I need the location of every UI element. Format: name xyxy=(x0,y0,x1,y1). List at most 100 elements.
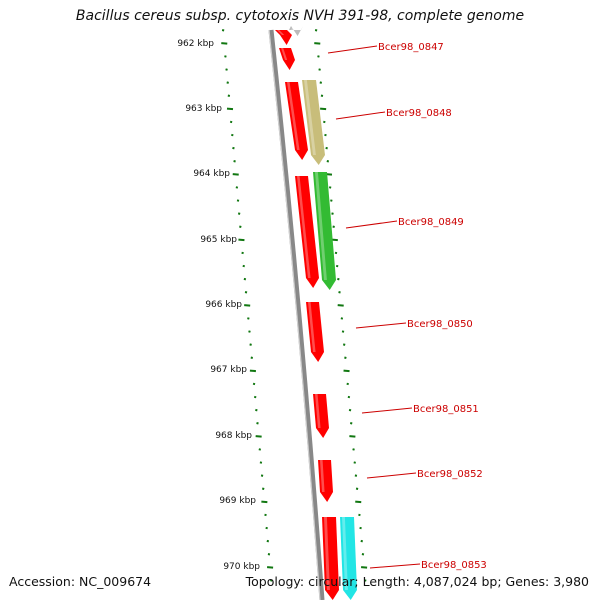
minor-tick xyxy=(247,317,250,320)
minor-tick xyxy=(347,395,351,399)
minor-tick xyxy=(318,68,321,71)
major-tick xyxy=(226,107,234,111)
gene-arrow xyxy=(275,30,292,45)
minor-tick xyxy=(266,539,270,543)
major-tick xyxy=(320,107,327,111)
gene-arrow xyxy=(306,302,324,362)
major-tick xyxy=(361,566,368,569)
minor-tick xyxy=(255,408,258,412)
gene-arrow xyxy=(302,80,325,165)
major-tick xyxy=(249,369,256,373)
label-leader xyxy=(355,322,407,329)
minor-tick xyxy=(346,382,349,386)
label-leader xyxy=(369,563,421,569)
minor-tick xyxy=(344,356,347,359)
minor-tick xyxy=(341,330,345,333)
gene-arrow-highlight xyxy=(281,48,288,60)
minor-tick xyxy=(359,526,362,530)
gene-track xyxy=(275,26,357,600)
minor-tick xyxy=(352,448,355,451)
minor-tick xyxy=(331,212,334,215)
label-leader xyxy=(327,45,378,54)
gene-arrow-highlight xyxy=(320,460,325,492)
minor-tick xyxy=(338,291,341,294)
gene-label: Bcer98_0848 xyxy=(386,108,452,119)
scale-label: 966 kbp xyxy=(205,300,242,310)
gene-arrow-highlight xyxy=(315,172,327,280)
minor-tick xyxy=(235,186,239,189)
scale-label: 968 kbp xyxy=(215,431,252,441)
minor-tick xyxy=(233,160,236,163)
genome-summary-text: Topology: circular; Length: 4,087,024 bp… xyxy=(245,574,589,589)
minor-tick xyxy=(319,81,323,84)
minor-tick xyxy=(324,133,327,137)
genome-backbone xyxy=(268,29,325,600)
gene-label: Bcer98_0849 xyxy=(398,217,464,228)
major-tick xyxy=(343,369,350,373)
genome-backbone-highlight xyxy=(268,29,321,600)
scale-label: 965 kbp xyxy=(200,235,237,245)
gene-arrow-highlight xyxy=(308,302,316,352)
minor-tick xyxy=(248,330,251,333)
gene-label: Bcer98_0851 xyxy=(413,404,479,415)
accession-text: Accession: NC_009674 xyxy=(9,574,152,589)
gene-arrow-highlight xyxy=(277,30,285,35)
minor-tick xyxy=(335,264,339,268)
scale-label: 967 kbp xyxy=(210,365,247,375)
gene-arrow-highlight xyxy=(324,517,330,590)
major-tick xyxy=(337,304,344,307)
minor-tick xyxy=(358,513,361,517)
major-tick xyxy=(314,42,321,45)
scale-label: 969 kbp xyxy=(219,496,256,506)
gene-arrow xyxy=(295,176,319,288)
major-tick xyxy=(331,238,338,242)
minor-tick xyxy=(256,422,259,425)
scale-label: 963 kbp xyxy=(185,104,222,114)
minor-tick xyxy=(259,461,263,464)
minor-tick xyxy=(354,474,358,477)
minor-tick xyxy=(260,474,264,477)
inner-tick-track xyxy=(221,29,274,582)
minor-tick xyxy=(332,225,335,228)
major-tick xyxy=(355,500,362,504)
minor-tick xyxy=(243,277,247,281)
gene-labels: Bcer98_0847 Bcer98_0848 Bcer98_0849 Bcer… xyxy=(378,42,487,571)
minor-tick xyxy=(224,55,227,58)
minor-tick xyxy=(342,343,346,346)
minor-tick xyxy=(258,448,262,451)
gene-arrow xyxy=(279,48,295,70)
scale-labels: 962 kbp 963 kbp 964 kbp 965 kbp 966 kbp … xyxy=(177,39,260,572)
minor-tick xyxy=(355,487,359,490)
major-tick xyxy=(244,304,251,307)
minor-tick xyxy=(261,487,265,490)
minor-tick xyxy=(269,579,273,582)
minor-tick xyxy=(229,120,233,124)
minor-tick xyxy=(353,461,356,464)
minor-tick xyxy=(227,94,231,97)
gene-label: Bcer98_0847 xyxy=(378,42,444,53)
minor-tick xyxy=(317,55,320,58)
minor-tick xyxy=(267,553,271,556)
gene-arrow xyxy=(340,517,357,600)
minor-tick xyxy=(232,146,235,150)
gene-arrow xyxy=(313,394,329,438)
minor-tick xyxy=(360,539,363,543)
minor-tick xyxy=(252,382,256,386)
gene-arrow xyxy=(285,82,308,160)
gene-arrow-highlight xyxy=(287,82,300,150)
gene-arrow-highlight xyxy=(304,80,316,155)
minor-tick xyxy=(337,277,340,281)
gene-arrow xyxy=(289,26,303,36)
minor-tick xyxy=(340,317,344,320)
minor-tick xyxy=(244,291,248,294)
minor-tick xyxy=(361,553,365,556)
minor-tick xyxy=(253,395,257,399)
gene-arrow-highlight xyxy=(315,394,321,428)
gene-arrow xyxy=(313,172,336,290)
minor-tick xyxy=(265,526,268,530)
gene-label: Bcer98_0850 xyxy=(407,319,473,330)
minor-tick xyxy=(249,343,252,346)
minor-tick xyxy=(314,29,318,32)
gene-label: Bcer98_0852 xyxy=(417,469,483,480)
